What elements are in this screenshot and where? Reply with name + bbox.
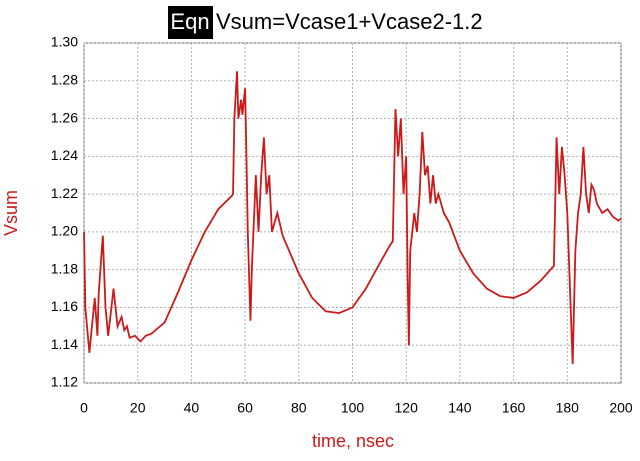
y-tick-label: 1.20 bbox=[51, 223, 78, 239]
y-tick-label: 1.18 bbox=[51, 260, 78, 276]
x-tick-label: 140 bbox=[448, 400, 472, 416]
y-tick-label: 1.30 bbox=[51, 34, 78, 50]
x-axis-label: time, nsec bbox=[312, 431, 394, 451]
x-tick-label: 0 bbox=[80, 400, 88, 416]
y-tick-label: 1.12 bbox=[51, 374, 78, 390]
y-tick-label: 1.16 bbox=[51, 298, 78, 314]
x-tick-label: 20 bbox=[130, 400, 146, 416]
y-tick-label: 1.26 bbox=[51, 109, 78, 125]
y-tick-label: 1.28 bbox=[51, 71, 78, 87]
y-tick-label: 1.14 bbox=[51, 336, 78, 352]
x-tick-label: 200 bbox=[609, 400, 633, 416]
y-tick-label: 1.22 bbox=[51, 185, 78, 201]
x-tick-label: 60 bbox=[237, 400, 253, 416]
chart-title: Vsum=Vcase1+Vcase2-1.2 bbox=[216, 9, 483, 34]
title-tag: Eqn bbox=[170, 9, 209, 34]
title-tag-box bbox=[168, 6, 213, 39]
x-tick-label: 160 bbox=[502, 400, 526, 416]
x-tick-label: 180 bbox=[556, 400, 580, 416]
x-tick-label: 120 bbox=[395, 400, 419, 416]
x-tick-label: 80 bbox=[291, 400, 307, 416]
y-axis-label: Vsum bbox=[1, 190, 21, 236]
x-tick-label: 100 bbox=[341, 400, 365, 416]
y-tick-label: 1.24 bbox=[51, 147, 78, 163]
x-tick-label: 40 bbox=[184, 400, 200, 416]
line-series bbox=[83, 71, 622, 365]
